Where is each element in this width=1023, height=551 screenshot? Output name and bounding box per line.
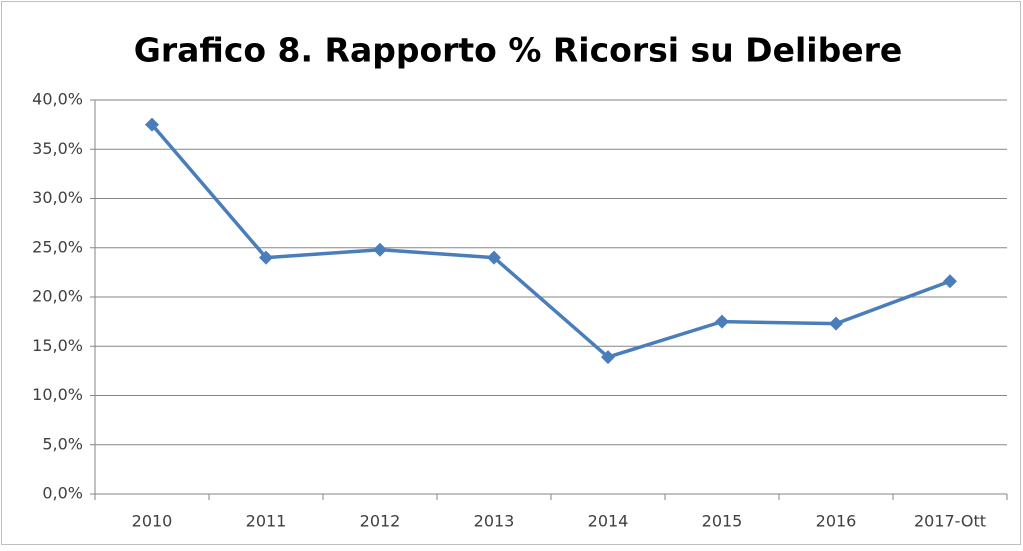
y-tick-label: 40,0% bbox=[32, 90, 83, 109]
y-tick-label: 35,0% bbox=[32, 139, 83, 158]
y-tick-label: 10,0% bbox=[32, 385, 83, 404]
x-tick-label: 2014 bbox=[588, 512, 629, 531]
y-tick-label: 0,0% bbox=[42, 484, 83, 503]
x-tick-label: 2015 bbox=[702, 512, 743, 531]
marker bbox=[373, 242, 387, 257]
y-tick-label: 20,0% bbox=[32, 287, 83, 306]
x-tick-label: 2013 bbox=[474, 512, 515, 531]
y-tick-label: 5,0% bbox=[42, 434, 83, 453]
marker bbox=[259, 250, 273, 265]
marker bbox=[601, 350, 615, 365]
chart-title: Grafico 8. Rapporto % Ricorsi su Deliber… bbox=[134, 31, 903, 70]
x-tick-label: 2010 bbox=[132, 512, 173, 531]
x-tick-label: 2016 bbox=[816, 512, 857, 531]
marker bbox=[829, 316, 843, 331]
x-tick-label: 2011 bbox=[246, 512, 287, 531]
x-tick-label: 2012 bbox=[360, 512, 401, 531]
y-tick-label: 30,0% bbox=[32, 188, 83, 207]
marker bbox=[487, 250, 501, 265]
line bbox=[150, 123, 951, 359]
y-tick-label: 25,0% bbox=[32, 237, 83, 256]
marker bbox=[943, 274, 957, 289]
marker bbox=[715, 314, 729, 329]
x-tick-label: 2017-Ott bbox=[914, 512, 986, 531]
y-tick-label: 15,0% bbox=[32, 336, 83, 355]
marker bbox=[145, 117, 159, 132]
